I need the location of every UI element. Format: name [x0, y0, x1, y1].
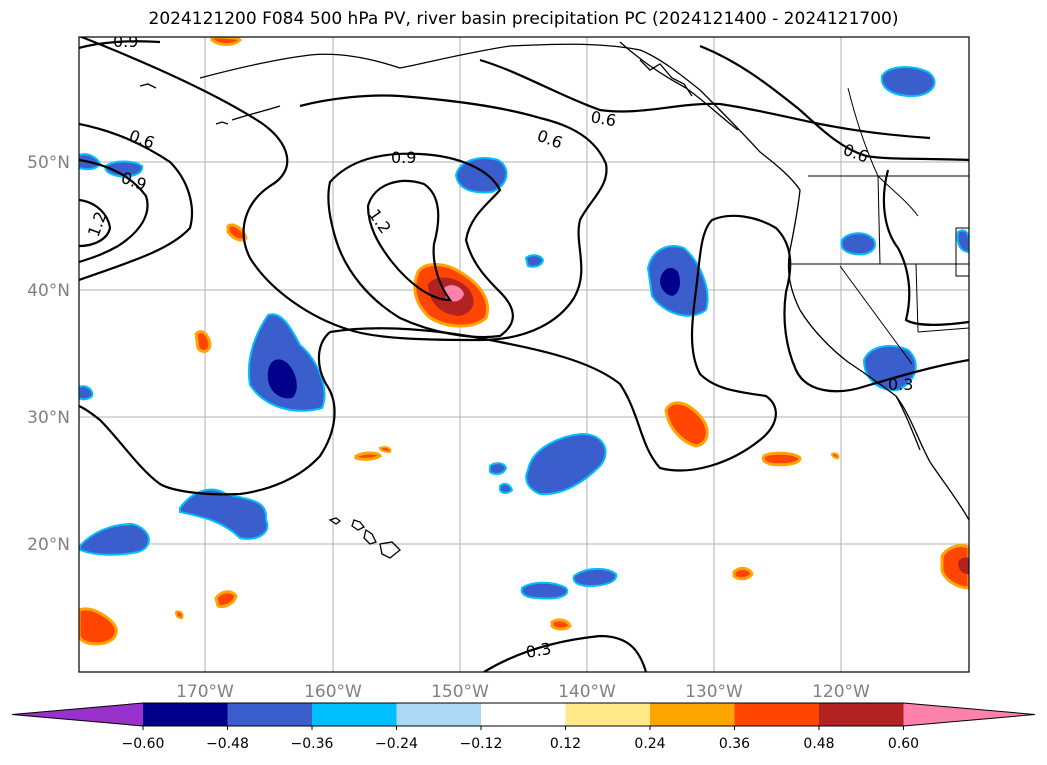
- colorbar-tick-label: −0.48: [206, 736, 249, 752]
- precip-blob: [79, 607, 118, 646]
- precip-blob: [940, 544, 969, 590]
- precip-blob: [194, 330, 212, 353]
- colorbar-segment: [481, 703, 566, 726]
- precip-blob: [104, 160, 144, 178]
- colorbar-extend-right: [903, 703, 1035, 726]
- precip-blob: [179, 488, 269, 540]
- pv-contour-1.2-central: [366, 179, 453, 302]
- colorbar: −0.60 −0.48 −0.36 −0.24 −0.12 0.12 0.24 0.36 0.4…: [11, 702, 1036, 752]
- pv-contour-0.6-ne: [699, 44, 969, 162]
- precip-blob: [499, 482, 514, 494]
- lon-tick-label: 170°W: [176, 682, 234, 702]
- pv-contour-0.3-east-loop: [882, 169, 969, 326]
- colorbar-segment: [565, 703, 651, 726]
- colorbar-extend-left: [12, 703, 143, 726]
- colorbar-segment: [227, 703, 313, 726]
- colorbar-segment: [650, 703, 735, 726]
- map-frame: [78, 36, 970, 673]
- contour-label: 0.3: [524, 639, 552, 662]
- contour-label: 0.9: [113, 32, 138, 51]
- colorbar-tick-label: 0.48: [803, 736, 834, 752]
- precip-blob: [354, 451, 382, 461]
- precip-blob: [840, 232, 876, 256]
- colorbar-tick-label: −0.24: [375, 736, 418, 752]
- lon-tick-label: 140°W: [558, 682, 616, 702]
- map-title: 2024121200 F084 500 hPa PV, river basin …: [148, 9, 899, 29]
- colorbar-segment: [396, 703, 482, 726]
- colorbar-tick-label: 0.24: [634, 736, 665, 752]
- precip-blob: [226, 223, 248, 242]
- precip-blob: [174, 610, 184, 620]
- pv-contour-0.3-south-loop: [329, 214, 969, 472]
- precip-blob: [956, 229, 969, 254]
- pv-contour-0.9-top: [79, 40, 161, 50]
- precip-blob: [761, 451, 802, 467]
- lat-tick-label: 40°N: [27, 281, 70, 301]
- precip-blob: [210, 37, 242, 46]
- precip-blob: [880, 66, 936, 98]
- colorbar-segment: [143, 703, 228, 726]
- colorbar-tick-label: 0.12: [550, 736, 581, 752]
- pv-contour-0.3-west-loop: [79, 331, 336, 496]
- contour-label: 0.6: [589, 107, 617, 130]
- contour-labels: 0.9 0.6 0.9 1.2 0.9 1.2 0.6 0.6 0.6 0.3 …: [84, 32, 914, 662]
- precip-blob: [454, 157, 508, 194]
- pv-contours: [79, 37, 969, 672]
- pv-contour-0.9-west: [79, 158, 149, 264]
- precip-blob: [247, 313, 326, 412]
- precip-blob: [732, 566, 754, 581]
- borders: [788, 87, 969, 365]
- precip-blob: [489, 462, 508, 476]
- lat-tick-label: 30°N: [27, 408, 70, 428]
- positive-precip-blobs: [79, 37, 969, 646]
- precip-blob: [520, 581, 569, 600]
- colorbar-segment: [819, 703, 904, 726]
- lat-tick-labels: 50°N 40°N 30°N 20°N: [27, 153, 70, 555]
- contour-label: 0.9: [391, 148, 416, 167]
- gridlines: [79, 37, 969, 672]
- colorbar-tick-label: 0.36: [719, 736, 750, 752]
- colorbar-tick-label: −0.12: [460, 736, 503, 752]
- map-area: [79, 37, 969, 672]
- pv-contour-1.2-west: [79, 198, 112, 248]
- colorbar-segment: [312, 703, 397, 726]
- precip-blob: [572, 568, 618, 588]
- lon-tick-label: 150°W: [431, 682, 489, 702]
- colorbar-tick-label: −0.36: [291, 736, 334, 752]
- colorbar-tick-label: −0.60: [122, 736, 165, 752]
- colorbar-segment: [734, 703, 820, 726]
- precip-blob: [214, 590, 238, 608]
- precip-blob: [830, 452, 840, 460]
- precip-blob: [524, 254, 545, 268]
- pv-contour-0.9-central: [327, 152, 514, 339]
- precip-blob: [79, 522, 150, 556]
- pv-contour-0.6-west: [79, 122, 194, 282]
- lat-tick-label: 50°N: [27, 153, 70, 173]
- lon-tick-label: 160°W: [304, 682, 362, 702]
- lon-tick-label: 130°W: [685, 682, 743, 702]
- colorbar-tick-label: 0.60: [888, 736, 919, 752]
- precip-blob: [413, 263, 489, 328]
- pv-contour-0.6-north: [479, 58, 931, 140]
- lon-tick-labels: 170°W 160°W 150°W 140°W 130°W 120°W: [176, 682, 870, 702]
- precip-blob: [550, 618, 572, 631]
- pv-contour-0.6-central: [79, 37, 608, 342]
- negative-precip-blobs: [79, 66, 969, 600]
- lon-tick-label: 120°W: [812, 682, 870, 702]
- lat-tick-label: 20°N: [27, 535, 70, 555]
- precip-blob: [646, 245, 709, 317]
- precip-blob: [378, 446, 392, 454]
- pv-contour-0.3-bottom: [483, 634, 648, 672]
- precip-blob: [525, 432, 607, 496]
- precip-blob: [664, 401, 709, 448]
- precip-blob: [79, 385, 94, 401]
- contour-label: 0.3: [888, 375, 913, 394]
- coastlines: [139, 41, 969, 559]
